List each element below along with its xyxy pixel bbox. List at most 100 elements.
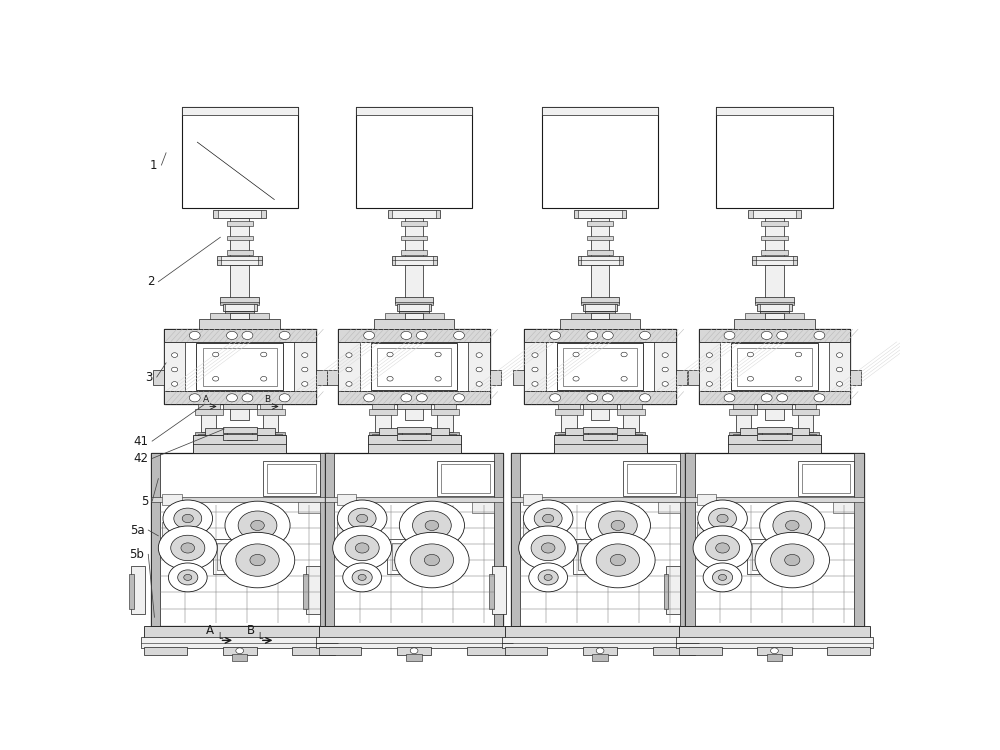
Bar bbox=[337, 522, 352, 539]
Bar bbox=[162, 522, 178, 539]
Bar bbox=[213, 209, 266, 218]
Circle shape bbox=[836, 368, 843, 372]
Bar bbox=[369, 432, 397, 435]
Bar bbox=[392, 209, 436, 218]
Bar bbox=[757, 304, 792, 311]
Circle shape bbox=[416, 332, 427, 340]
Bar bbox=[581, 302, 619, 305]
Bar bbox=[761, 221, 788, 226]
Bar bbox=[402, 428, 426, 440]
Bar bbox=[757, 434, 792, 440]
Circle shape bbox=[242, 332, 253, 340]
Bar bbox=[592, 654, 608, 661]
Bar bbox=[492, 566, 506, 614]
Bar bbox=[490, 370, 501, 386]
Bar bbox=[585, 304, 615, 311]
Bar bbox=[765, 313, 784, 320]
Bar bbox=[201, 412, 216, 432]
Circle shape bbox=[337, 500, 387, 537]
Bar bbox=[210, 313, 269, 319]
Bar bbox=[524, 342, 546, 392]
Bar bbox=[397, 646, 431, 655]
Bar bbox=[617, 432, 645, 435]
Bar bbox=[653, 646, 695, 655]
Bar bbox=[583, 304, 617, 311]
Bar bbox=[397, 434, 431, 440]
Circle shape bbox=[410, 648, 418, 654]
Bar bbox=[205, 428, 275, 435]
Circle shape bbox=[163, 500, 213, 537]
Circle shape bbox=[529, 563, 568, 592]
Circle shape bbox=[814, 332, 825, 340]
Bar bbox=[225, 304, 254, 311]
Circle shape bbox=[602, 332, 613, 340]
Bar bbox=[227, 250, 253, 254]
Bar bbox=[588, 428, 612, 440]
Bar bbox=[827, 646, 870, 655]
Bar bbox=[392, 256, 437, 265]
Circle shape bbox=[454, 332, 464, 340]
Circle shape bbox=[640, 394, 650, 402]
Bar bbox=[666, 566, 680, 614]
Circle shape bbox=[364, 332, 375, 340]
Bar bbox=[196, 343, 283, 390]
Bar bbox=[319, 646, 361, 655]
Circle shape bbox=[836, 382, 843, 386]
Bar bbox=[591, 404, 609, 420]
Bar bbox=[232, 654, 247, 661]
Bar bbox=[434, 404, 456, 409]
Bar bbox=[755, 302, 794, 305]
Text: 41: 41 bbox=[133, 434, 148, 448]
Text: B: B bbox=[246, 625, 255, 638]
Bar bbox=[571, 313, 630, 319]
Bar bbox=[755, 297, 794, 302]
Circle shape bbox=[709, 508, 736, 529]
Bar bbox=[303, 574, 308, 608]
Bar bbox=[316, 638, 512, 648]
Circle shape bbox=[599, 511, 637, 540]
Bar bbox=[685, 497, 864, 502]
Circle shape bbox=[476, 368, 482, 372]
Circle shape bbox=[573, 352, 579, 357]
Circle shape bbox=[348, 508, 376, 529]
Bar bbox=[151, 453, 329, 626]
Circle shape bbox=[333, 526, 392, 570]
Circle shape bbox=[534, 508, 562, 529]
Bar bbox=[195, 432, 223, 435]
Circle shape bbox=[410, 544, 454, 576]
Bar bbox=[395, 302, 433, 305]
Circle shape bbox=[189, 332, 200, 340]
Circle shape bbox=[621, 352, 627, 357]
Circle shape bbox=[302, 368, 308, 372]
Bar bbox=[467, 646, 509, 655]
Bar bbox=[795, 404, 816, 409]
Bar bbox=[542, 107, 658, 116]
Bar bbox=[131, 566, 145, 614]
Bar bbox=[620, 404, 642, 409]
Circle shape bbox=[596, 544, 640, 576]
Circle shape bbox=[519, 526, 578, 570]
Bar bbox=[431, 409, 459, 415]
Bar bbox=[213, 539, 282, 574]
Bar bbox=[230, 265, 249, 298]
Bar bbox=[377, 347, 451, 386]
Circle shape bbox=[531, 536, 565, 561]
Bar bbox=[679, 626, 870, 639]
Bar bbox=[698, 329, 850, 342]
Bar bbox=[260, 434, 282, 440]
Bar bbox=[221, 256, 258, 265]
Bar bbox=[583, 427, 617, 433]
Bar bbox=[263, 412, 278, 432]
Circle shape bbox=[343, 563, 382, 592]
Circle shape bbox=[662, 368, 668, 372]
Bar bbox=[144, 646, 187, 655]
Bar bbox=[356, 107, 472, 116]
Bar bbox=[511, 453, 520, 626]
Text: 5b: 5b bbox=[130, 548, 144, 561]
Bar bbox=[736, 412, 751, 432]
Bar bbox=[371, 343, 457, 390]
Bar bbox=[325, 453, 334, 626]
Bar bbox=[505, 626, 695, 639]
Bar bbox=[230, 404, 249, 420]
Bar bbox=[833, 502, 854, 513]
